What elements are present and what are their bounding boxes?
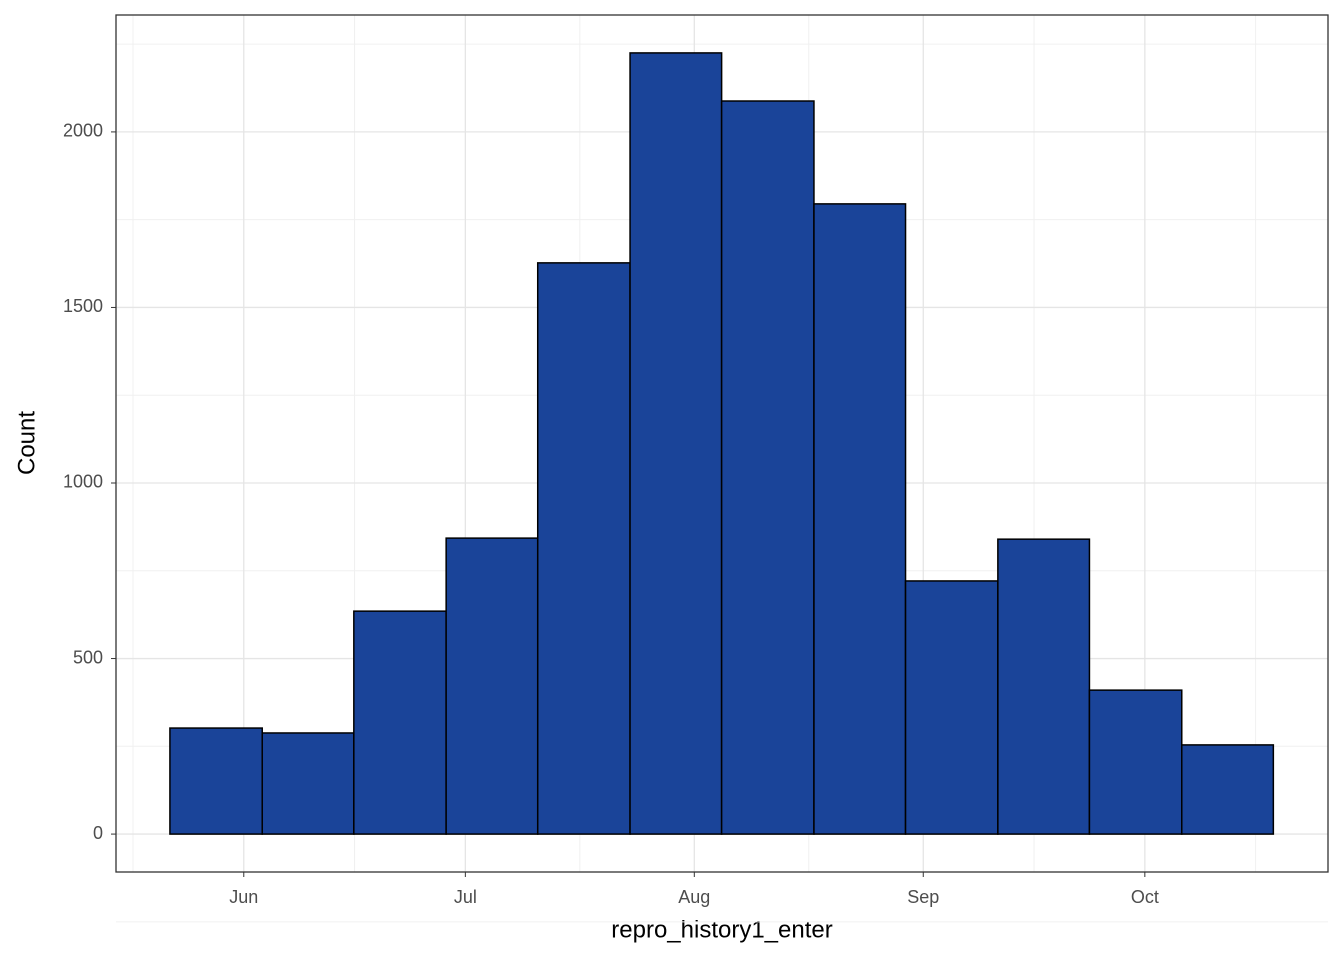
y-tick-label: 2000: [63, 121, 103, 141]
bar: [904, 580, 999, 835]
y-axis-title: Count: [13, 411, 40, 475]
x-axis-title: repro_history1_enter: [611, 916, 832, 943]
bar: [353, 610, 447, 835]
bar: [813, 203, 907, 835]
bar: [997, 538, 1091, 835]
bar: [169, 727, 263, 835]
x-tick-label: Oct: [1131, 887, 1159, 907]
panel-border: [115, 14, 1329, 873]
x-tick-label: Sep: [907, 887, 939, 907]
x-tick-label: Jun: [229, 887, 258, 907]
bar: [445, 537, 539, 835]
bar: [1088, 689, 1183, 835]
y-tick-label: 1500: [63, 296, 103, 316]
bar: [720, 100, 815, 835]
x-tick-label: Jul: [454, 887, 477, 907]
y-tick-label: 1000: [63, 472, 103, 492]
bar: [261, 732, 355, 835]
bar: [629, 52, 723, 835]
x-tick-label: Aug: [678, 887, 710, 907]
y-tick-label: 0: [93, 823, 103, 843]
y-tick-label: 500: [73, 647, 103, 667]
bar: [536, 262, 631, 835]
bar: [1181, 744, 1275, 835]
